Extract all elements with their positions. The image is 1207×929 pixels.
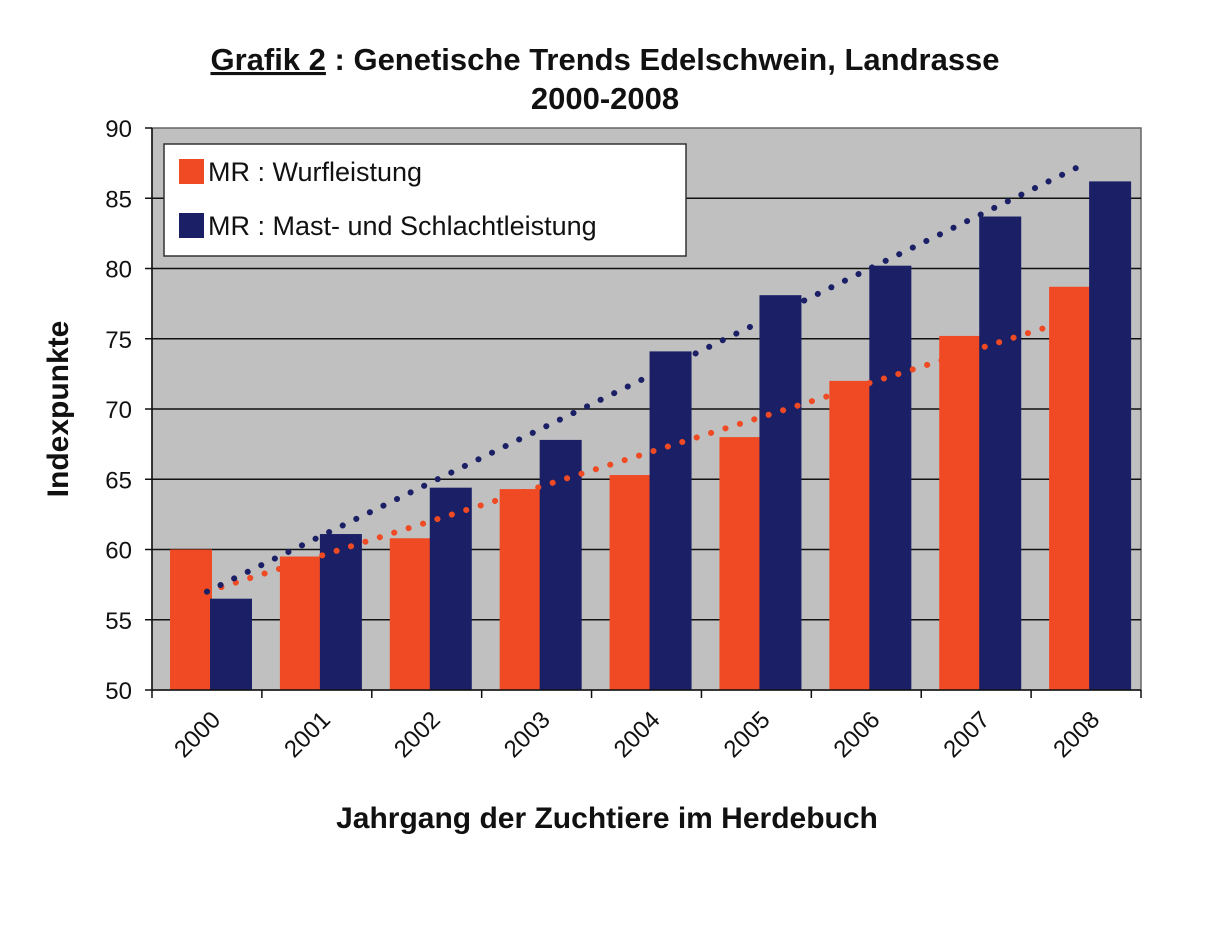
bar-mast-schlachtleistung-2001 [319,534,362,690]
trendline-mast-schlachtleistung [203,160,1090,595]
trendline-wurfleistung [203,311,1090,595]
x-tick-label: 2003 [499,706,556,763]
y-axis-title: Indexpunkte [42,321,75,498]
x-axis-title: Jahrgang der Zuchtiere im Herdebuch [336,802,878,835]
x-tick-labels: 2000 2001 2002 2003 2004 2005 2006 2007 2008 [169,706,1105,763]
bar-wurfleistung-2008 [1049,286,1092,690]
bar-mast-schlachtleistung-2000 [210,598,252,690]
bars [170,181,1132,690]
y-tick-label: 75 [105,327,132,354]
legend-label-wurfleistung: MR : Wurfleistung [208,157,422,187]
bar-mast-schlachtleistung-2005 [759,295,802,690]
bar-wurfleistung-2005 [719,437,762,690]
x-tick-label: 2007 [938,706,995,763]
bar-wurfleistung-2003 [499,489,542,690]
x-tick-label: 2004 [609,706,666,763]
bar-mast-schlachtleistung-2006 [869,265,912,690]
bar-wurfleistung-2001 [279,556,322,690]
x-tick-label: 2006 [829,706,886,763]
y-tick-label: 80 [105,257,132,284]
bar-mast-schlachtleistung-2007 [979,216,1022,690]
bar-wurfleistung-2002 [389,538,432,690]
chart-title-line2: 2000-2008 [531,81,679,116]
bar-mast-schlachtleistung-2008 [1089,181,1132,690]
legend-swatch-wurfleistung [179,159,204,184]
chart-title-prefix: Grafik 2 [210,42,325,77]
y-tick-label: 55 [105,608,132,635]
legend-box [163,143,687,257]
y-tick-label: 50 [105,678,132,705]
y-tick-label: 70 [105,397,132,424]
y-tick-labels: 50 55 60 65 70 75 80 85 90 [105,116,132,705]
y-tick-label: 85 [105,186,132,213]
bar-mast-schlachtleistung-2003 [539,439,582,690]
y-tick-label: 60 [105,538,132,565]
legend: MR : Wurfleistung MR : Mast- und Schlach… [163,143,687,257]
legend-swatch-mast-schlachtleistung [179,213,204,238]
bar-wurfleistung-2007 [939,335,982,690]
x-tick-label: 2001 [279,706,336,763]
bar-wurfleistung-2006 [829,380,872,690]
x-tick-label: 2002 [389,706,446,763]
bar-wurfleistung-2000 [170,549,212,690]
y-tick-label: 65 [105,467,132,494]
chart-title-rest: : Genetische Trends Edelschwein, Landras… [326,42,1000,77]
x-tick-label: 2000 [169,706,226,763]
bar-mast-schlachtleistung-2004 [649,351,692,690]
bar-wurfleistung-2004 [609,475,652,690]
y-tick-label: 90 [105,116,132,143]
legend-label-mast-schlachtleistung: MR : Mast- und Schlachtleistung [208,211,597,241]
x-tick-label: 2005 [719,706,776,763]
chart-title: Grafik 2 : Genetische Trends Edelschwein… [210,42,999,77]
axes [145,127,1142,698]
x-tick-label: 2008 [1048,706,1105,763]
trendlines [203,160,1090,595]
